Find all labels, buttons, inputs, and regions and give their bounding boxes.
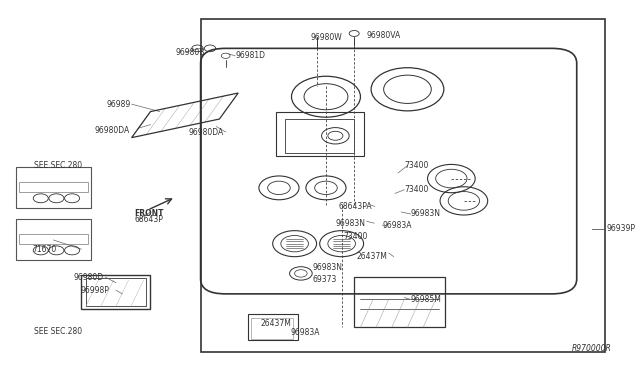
Text: 96939P: 96939P [607, 224, 636, 233]
Bar [81, 275, 150, 309]
Bar [19, 234, 88, 244]
Bar [15, 167, 91, 208]
Text: 96998P: 96998P [80, 286, 109, 295]
Text: SEE SEC.280: SEE SEC.280 [35, 161, 83, 170]
Text: 96980W: 96980W [310, 33, 342, 42]
Bar [276, 112, 364, 156]
Text: 96983A: 96983A [382, 221, 412, 230]
Text: 96985M: 96985M [411, 295, 442, 304]
Text: 96983N: 96983N [335, 219, 365, 228]
Text: 96980VA: 96980VA [367, 31, 401, 40]
Text: 26437M: 26437M [260, 319, 291, 328]
Text: 69373: 69373 [312, 275, 337, 283]
Text: 73400: 73400 [344, 232, 368, 241]
Bar [248, 314, 298, 340]
Bar [354, 277, 445, 327]
Bar [15, 219, 91, 260]
Text: 73400: 73400 [404, 161, 429, 170]
Text: 68643PA: 68643PA [339, 202, 372, 211]
Text: FRONT: FRONT [134, 209, 164, 218]
Text: 96983A: 96983A [291, 328, 320, 337]
Bar [200, 19, 605, 352]
Text: R970000R: R970000R [572, 344, 611, 353]
Text: SEE SEC.280: SEE SEC.280 [35, 327, 83, 336]
Bar [86, 278, 146, 306]
Text: 96980B: 96980B [175, 48, 205, 57]
Text: 96980DA: 96980DA [94, 126, 129, 135]
Text: 73400: 73400 [404, 185, 429, 194]
Text: 96989: 96989 [107, 100, 131, 109]
Text: 96980D: 96980D [74, 273, 104, 282]
Text: 96983N: 96983N [411, 209, 440, 218]
Bar [251, 318, 293, 339]
Text: 96981D: 96981D [235, 51, 265, 60]
Bar [285, 119, 354, 153]
Text: 96980DA: 96980DA [188, 128, 223, 137]
Text: 71670: 71670 [33, 245, 57, 254]
Text: 96983N: 96983N [312, 263, 342, 272]
Text: 68643P: 68643P [135, 215, 164, 224]
Bar [19, 182, 88, 192]
Text: 26437M: 26437M [356, 252, 387, 261]
